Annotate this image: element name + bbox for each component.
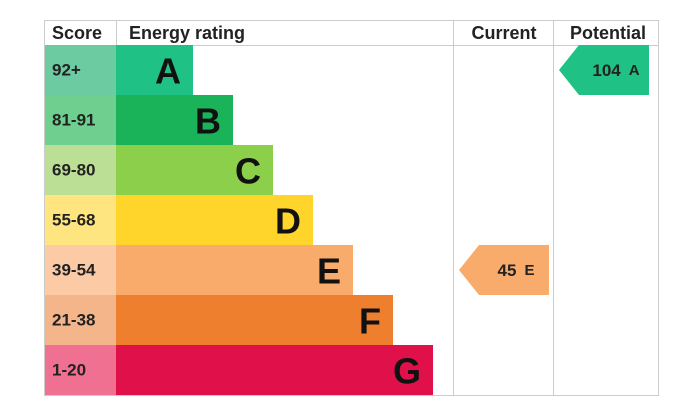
header-current: Current bbox=[471, 23, 536, 43]
score-label: 69-80 bbox=[52, 161, 95, 180]
header-score: Score bbox=[52, 23, 102, 43]
score-label: 81-91 bbox=[52, 111, 95, 130]
rating-bar bbox=[116, 345, 433, 395]
frame bbox=[44, 20, 659, 396]
rating-letter: G bbox=[393, 351, 421, 392]
score-cell bbox=[45, 145, 116, 195]
score-cell bbox=[45, 95, 116, 145]
rating-letter: B bbox=[195, 101, 221, 142]
current-letter: E bbox=[524, 262, 534, 279]
current-label: 45 E bbox=[498, 261, 535, 280]
rating-bar bbox=[116, 145, 273, 195]
score-cell bbox=[45, 195, 116, 245]
potential-value: 104 bbox=[592, 61, 621, 80]
score-label: 92+ bbox=[52, 61, 81, 80]
score-cell bbox=[45, 295, 116, 345]
rating-letter: E bbox=[317, 251, 341, 292]
rating-bar bbox=[116, 245, 353, 295]
rating-letter: F bbox=[359, 301, 381, 342]
rating-bar bbox=[116, 295, 393, 345]
potential-letter: A bbox=[629, 62, 640, 79]
current-arrow bbox=[459, 245, 549, 295]
score-label: 39-54 bbox=[52, 261, 96, 280]
score-cell bbox=[45, 245, 116, 295]
header-rating: Energy rating bbox=[129, 23, 245, 43]
rating-bar bbox=[116, 195, 313, 245]
header-potential: Potential bbox=[570, 23, 646, 43]
rating-letter: A bbox=[155, 51, 181, 92]
score-cell bbox=[45, 345, 116, 395]
rating-letter: D bbox=[275, 201, 301, 242]
current-value: 45 bbox=[498, 261, 517, 280]
score-cell bbox=[45, 45, 116, 95]
potential-arrow bbox=[559, 45, 649, 95]
score-label: 21-38 bbox=[52, 311, 95, 330]
score-label: 55-68 bbox=[52, 211, 95, 230]
rating-letter: C bbox=[235, 151, 261, 192]
score-label: 1-20 bbox=[52, 361, 86, 380]
rating-bar bbox=[116, 95, 233, 145]
rating-bar bbox=[116, 45, 193, 95]
potential-label: 104 A bbox=[592, 61, 639, 80]
